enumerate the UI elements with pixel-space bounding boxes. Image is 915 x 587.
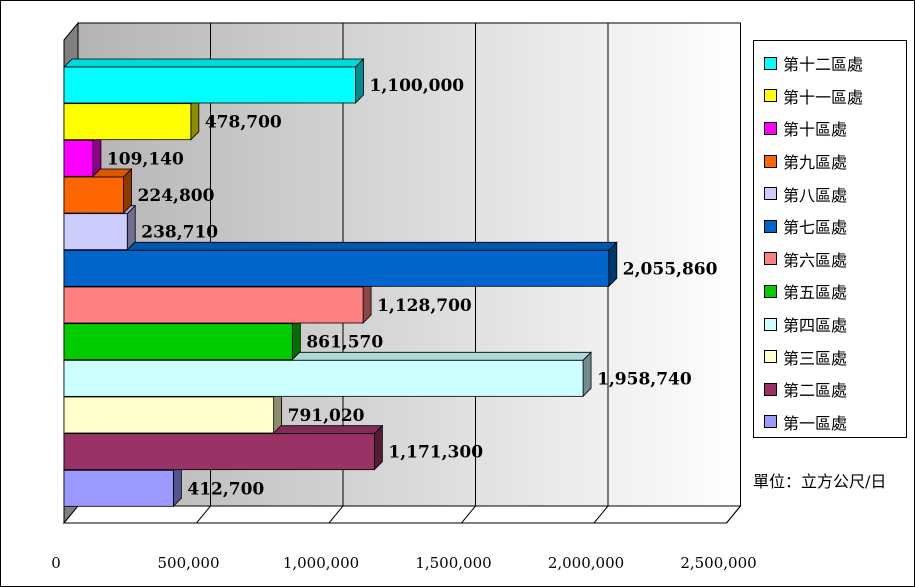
data-label: 861,570: [306, 333, 383, 353]
data-label: 478,700: [205, 113, 282, 133]
floor: [64, 506, 741, 523]
bar: [64, 287, 363, 323]
legend-item: 第五區處: [764, 275, 906, 308]
bar-side: [609, 242, 617, 286]
legend-swatch: [764, 318, 777, 331]
x-tick-label: 1,500,000: [415, 554, 491, 572]
legend-label: 第九區處: [783, 149, 847, 173]
data-label: 791,020: [288, 406, 365, 426]
legend-swatch: [764, 220, 777, 233]
legend-swatch: [764, 122, 777, 135]
data-label: 1,958,740: [597, 369, 692, 389]
data-label: 109,140: [107, 149, 184, 169]
unit-label: 單位：立方公尺/日: [753, 468, 886, 492]
bar: [64, 67, 356, 103]
bar: [64, 214, 127, 250]
data-label: 224,800: [138, 186, 215, 206]
bar-side: [583, 352, 591, 396]
legend-swatch: [764, 415, 777, 428]
x-tick-label: 1,000,000: [283, 554, 359, 572]
legend-item: 第八區處: [764, 177, 906, 210]
legend-swatch: [764, 57, 777, 70]
legend-item: 第九區處: [764, 145, 906, 178]
legend-label: 第十二區處: [783, 51, 863, 75]
legend-item: 第十二區處: [764, 47, 906, 80]
bar-side: [374, 426, 382, 470]
legend-label: 第三區處: [783, 345, 847, 369]
legend-label: 第十一區處: [783, 84, 863, 108]
bar-top: [64, 59, 364, 67]
data-label: 1,100,000: [370, 76, 465, 96]
legend-label: 第七區處: [783, 214, 847, 238]
data-label: 1,171,300: [388, 443, 483, 463]
bar: [64, 397, 274, 433]
bar-side: [124, 169, 132, 213]
legend-swatch: [764, 89, 777, 102]
legend-label: 第八區處: [783, 182, 847, 206]
data-label: 2,055,860: [623, 259, 718, 279]
x-tick-label: 500,000: [157, 554, 219, 572]
legend-label: 第一區處: [783, 410, 847, 434]
legend: 第十二區處第十一區處第十區處第九區處第八區處第七區處第六區處第五區處第四區處第三…: [753, 40, 907, 438]
legend-item: 第三區處: [764, 340, 906, 373]
data-label: 412,700: [187, 479, 264, 499]
bar: [64, 140, 93, 176]
legend-item: 第十一區處: [764, 80, 906, 113]
bar: [64, 250, 609, 286]
x-tick-label: 0: [51, 554, 61, 572]
data-label: 1,128,700: [377, 296, 472, 316]
bar: [64, 360, 583, 396]
legend-label: 第五區處: [783, 279, 847, 303]
legend-swatch: [764, 252, 777, 265]
x-tick-label: 2,500,000: [680, 554, 756, 572]
legend-item: 第六區處: [764, 243, 906, 276]
bar-side: [356, 59, 364, 103]
legend-swatch: [764, 350, 777, 363]
bar-side: [127, 206, 135, 250]
legend-label: 第四區處: [783, 312, 847, 336]
bar: [64, 470, 173, 506]
legend-label: 第十區處: [783, 116, 847, 140]
bar: [64, 177, 124, 213]
legend-swatch: [764, 285, 777, 298]
legend-swatch: [764, 187, 777, 200]
legend-swatch: [764, 155, 777, 168]
legend-item: 第一區處: [764, 406, 906, 439]
legend-label: 第二區處: [783, 377, 847, 401]
legend-label: 第六區處: [783, 247, 847, 271]
legend-swatch: [764, 383, 777, 396]
x-tick-label: 2,000,000: [548, 554, 624, 572]
bar: [64, 434, 374, 470]
legend-item: 第二區處: [764, 373, 906, 406]
legend-item: 第七區處: [764, 210, 906, 243]
bar-top: [64, 242, 617, 250]
bar: [64, 324, 292, 360]
data-label: 238,710: [141, 223, 218, 243]
legend-item: 第四區處: [764, 308, 906, 341]
legend-item: 第十區處: [764, 112, 906, 145]
bar: [64, 104, 191, 140]
